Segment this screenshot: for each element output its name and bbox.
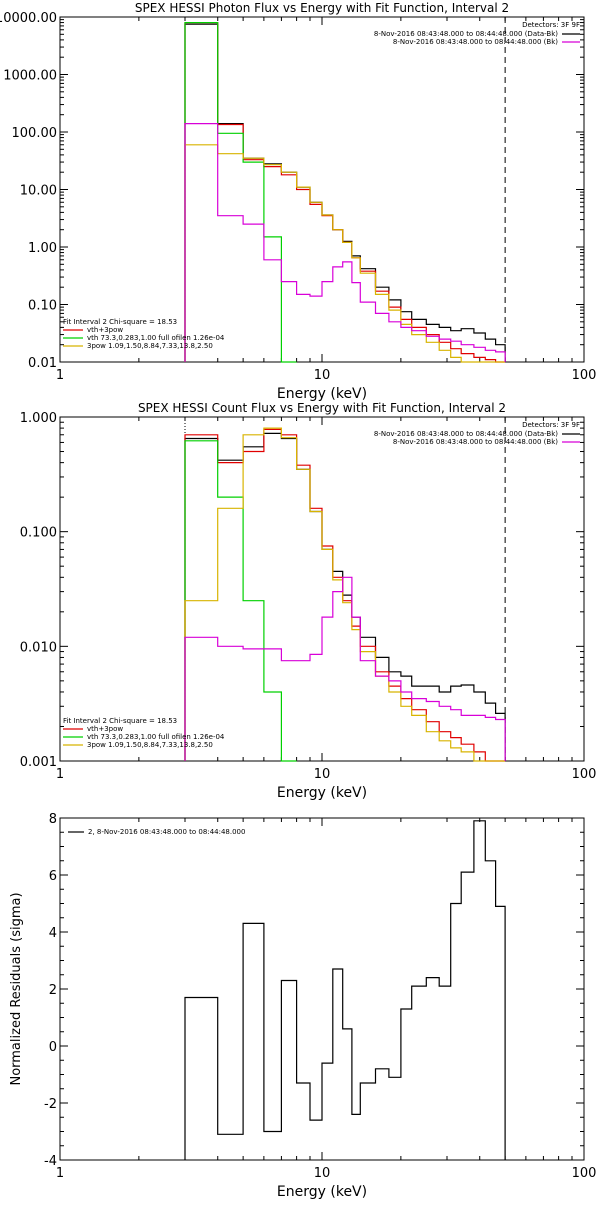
series-line-3pow (184, 144, 506, 363)
legend-entry-label: 8-Nov-2016 08:43:48.000 to 08:44:48.000 … (374, 30, 558, 38)
chart-title: SPEX HESSI Count Flux vs Energy with Fit… (138, 401, 506, 415)
fit-legend-label: 3pow 1.09,1.50,8.84,7.33,13.8,2.50 (87, 741, 213, 749)
y-tick-label: 0.10 (28, 299, 57, 314)
y-tick-label: 10000.00 (0, 11, 57, 26)
x-tick-label: 10 (314, 1166, 331, 1181)
chart-panel-1: SPEX HESSI Photon Flux vs Energy with Fi… (0, 1, 596, 402)
y-tick-label: -2 (44, 1097, 57, 1112)
x-axis-label: Energy (keV) (277, 386, 367, 402)
chart-panel-3: 1 10 100 Energy (keV) -4 -2 0 2 4 6 8 Normalized Re… (9, 812, 596, 1200)
x-tick-label: 10 (314, 368, 331, 383)
y-tick-label: 6 (49, 869, 57, 884)
x-axis-label: Energy (keV) (277, 785, 367, 801)
x-tick-label: 100 (572, 1166, 597, 1181)
y-tick-label: 1.00 (28, 241, 57, 256)
y-tick-label: 100.00 (12, 126, 58, 141)
x-tick-label: 1 (56, 368, 64, 383)
series-line-bk (184, 123, 506, 362)
y-tick-label: 10.00 (20, 184, 57, 199)
x-tick-label: 1 (56, 1166, 64, 1181)
series-line-data-bk (184, 23, 506, 362)
x-tick-label: 1 (56, 767, 64, 782)
x-tick-label: 10 (314, 767, 331, 782)
series-line-bk (184, 576, 506, 761)
y-tick-label: 1000.00 (3, 69, 57, 84)
chart-panel-2: SPEX HESSI Count Flux vs Energy with Fit… (20, 401, 597, 801)
y-tick-label: 2 (49, 983, 57, 998)
legend-title: Detectors: 3F 9F (522, 21, 580, 29)
legend-entry-label: 8-Nov-2016 08:43:48.000 to 08:44:48.000 … (393, 438, 558, 446)
series-line-data-bk (184, 432, 506, 761)
legend-title: Detectors: 3F 9F (522, 421, 580, 429)
y-tick-label: -4 (44, 1154, 57, 1169)
y-tick-label: 0.01 (28, 356, 57, 371)
fit-legend-title: Fit Interval 2 Chi-square = 18.53 (63, 318, 177, 326)
series-line-vth (184, 440, 297, 762)
y-tick-label: 1.000 (20, 411, 57, 426)
series-line-vth (184, 22, 297, 363)
fit-legend-label: vth 73.3,0.283,1.00 full ofilen 1.26e-04 (87, 334, 225, 342)
y-tick-label: 0 (49, 1040, 57, 1055)
x-axis-label: Energy (keV) (277, 1184, 367, 1200)
y-tick-label: 8 (49, 812, 57, 827)
series-line-vth-3pow (184, 22, 506, 363)
legend-entry-label: 8-Nov-2016 08:43:48.000 to 08:44:48.000 … (393, 38, 558, 46)
fit-legend-label: 3pow 1.09,1.50,8.84,7.33,13.8,2.50 (87, 342, 213, 350)
x-tick-label: 100 (572, 767, 597, 782)
series-line-residuals (184, 820, 506, 1160)
fit-legend-label: vth 73.3,0.283,1.00 full ofilen 1.26e-04 (87, 733, 225, 741)
legend-entry-label: 2, 8-Nov-2016 08:43:48.000 to 08:44:48.0… (88, 828, 245, 836)
x-tick-label: 100 (572, 368, 597, 383)
y-axis-label: Normalized Residuals (sigma) (9, 892, 24, 1085)
chart-title: SPEX HESSI Photon Flux vs Energy with Fi… (135, 1, 509, 15)
fit-legend-label: vth+3pow (87, 326, 123, 334)
y-tick-label: 4 (49, 926, 57, 941)
legend-entry-label: 8-Nov-2016 08:43:48.000 to 08:44:48.000 … (374, 430, 558, 438)
fit-legend-title: Fit Interval 2 Chi-square = 18.53 (63, 717, 177, 725)
y-tick-label: 0.010 (20, 640, 57, 655)
y-tick-label: 0.001 (20, 755, 57, 770)
y-tick-label: 0.100 (20, 526, 57, 541)
fit-legend-label: vth+3pow (87, 725, 123, 733)
